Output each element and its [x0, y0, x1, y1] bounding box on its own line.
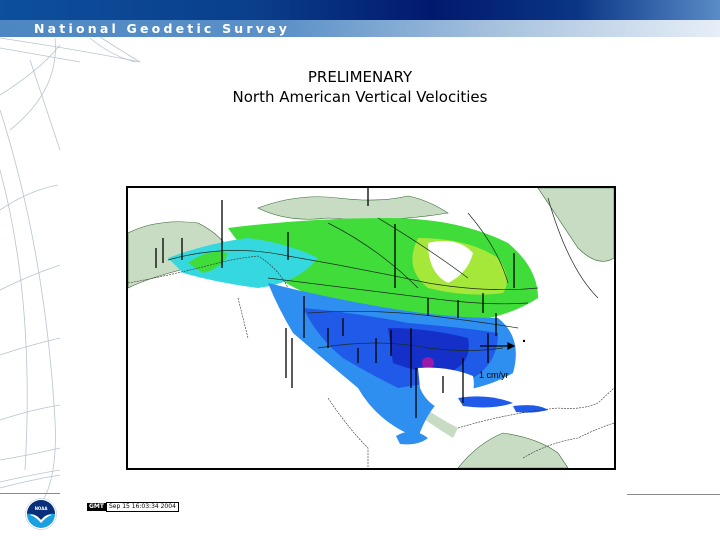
header-banner — [0, 0, 720, 20]
footer-divider-left — [0, 493, 60, 494]
title-line-2: North American Vertical Velocities — [232, 88, 488, 106]
title-line-1: PRELIMENARY — [307, 68, 413, 86]
footer-divider-right — [627, 494, 720, 495]
scale-arrow — [480, 342, 516, 350]
noaa-logo-icon: NOAA — [25, 498, 57, 530]
velocity-map-graphic — [128, 188, 614, 468]
slide-title: PRELIMENARY North American Vertical Velo… — [0, 67, 720, 107]
gmt-timestamp: GMT Sep 15 16:03:34 2004 — [87, 502, 179, 512]
org-name: National Geodetic Survey — [34, 21, 291, 36]
svg-text:NOAA: NOAA — [35, 506, 49, 511]
velocity-map — [126, 186, 616, 470]
gmt-time: Sep 15 16:03:34 2004 — [106, 502, 179, 512]
scale-label: 1 cm/yr — [479, 370, 509, 380]
header-bar — [0, 20, 720, 37]
gmt-label: GMT — [87, 503, 106, 511]
